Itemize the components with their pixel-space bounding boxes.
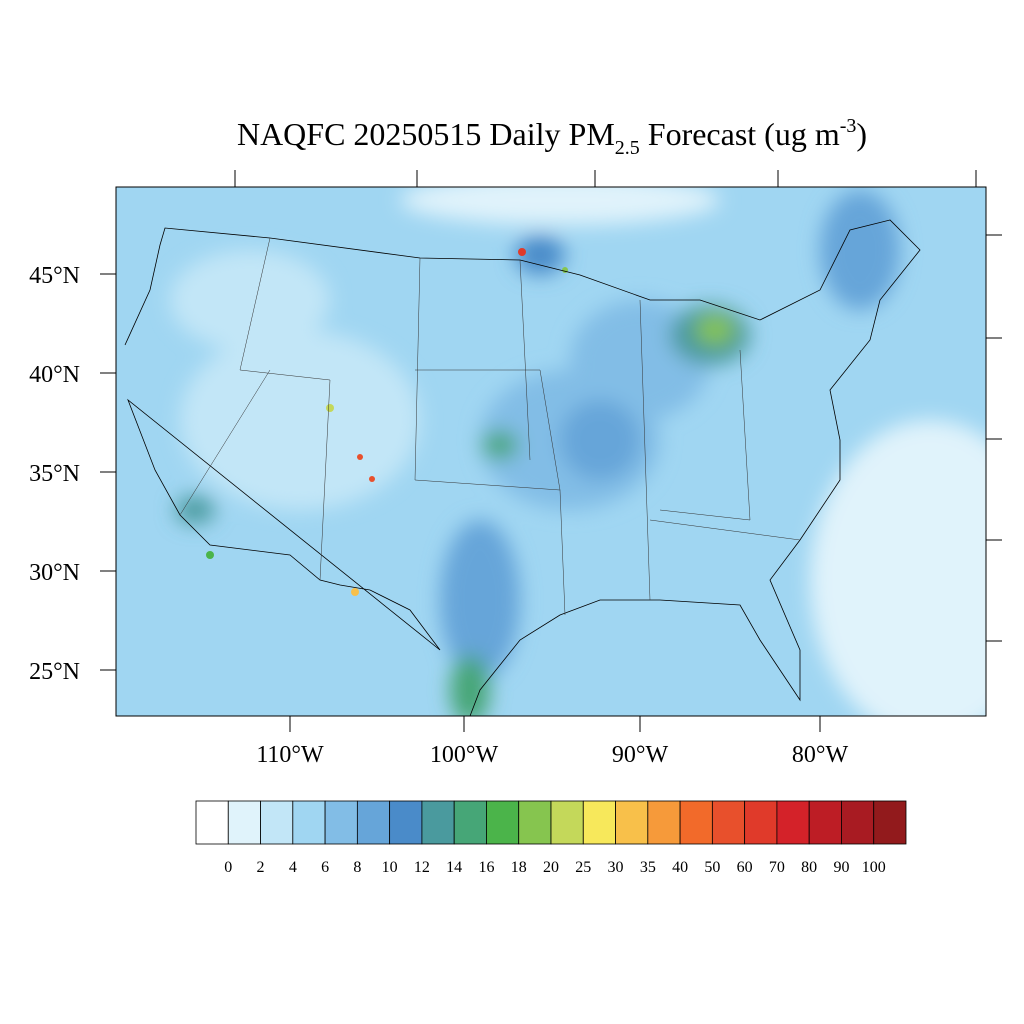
colorbar-label: 18 bbox=[511, 859, 527, 876]
colorbar-box bbox=[227, 800, 261, 845]
lon-label: 90°W bbox=[612, 742, 669, 768]
colorbar-label: 70 bbox=[769, 859, 785, 876]
title-mid: Forecast (ug m bbox=[640, 116, 840, 152]
colorbar-box bbox=[292, 800, 326, 845]
colorbar-label: 6 bbox=[321, 859, 329, 876]
map-frame bbox=[115, 186, 987, 717]
lat-label: 30°N bbox=[29, 560, 80, 586]
colorbar-box bbox=[776, 800, 810, 845]
colorbar-box bbox=[453, 800, 487, 845]
colorbar-box bbox=[324, 800, 358, 845]
title-end: ) bbox=[856, 116, 867, 152]
map-field bbox=[116, 187, 986, 716]
colorbar-label: 2 bbox=[257, 859, 265, 876]
colorbar-box bbox=[582, 800, 616, 845]
frame-ticks bbox=[100, 170, 1002, 732]
lon-label: 100°W bbox=[430, 742, 499, 768]
lat-label: 25°N bbox=[29, 659, 80, 685]
colorbar-label: 0 bbox=[224, 859, 232, 876]
colorbar-label: 35 bbox=[640, 859, 656, 876]
title: NAQFC 20250515 Daily PM2.5 Forecast (ug … bbox=[237, 115, 867, 159]
colorbar-label: 10 bbox=[382, 859, 398, 876]
colorbar-box bbox=[260, 800, 294, 845]
concentration-blobs bbox=[170, 187, 986, 716]
colorbar-box bbox=[356, 800, 391, 845]
colorbar-label: 25 bbox=[575, 859, 591, 876]
colorbar-label: 14 bbox=[446, 859, 462, 876]
colorbar-box bbox=[873, 800, 907, 845]
coastline bbox=[124, 219, 921, 716]
colorbar-label: 20 bbox=[543, 859, 559, 876]
colorbar-box bbox=[615, 800, 649, 845]
colorbar-box bbox=[711, 800, 746, 845]
colorbar-box bbox=[679, 800, 713, 845]
colorbar-label: 90 bbox=[833, 859, 849, 876]
lat-label: 45°N bbox=[29, 263, 80, 289]
lat-label: 35°N bbox=[29, 461, 80, 487]
colorbar-label: 12 bbox=[414, 859, 430, 876]
colorbar-label: 80 bbox=[801, 859, 817, 876]
colorbar-box bbox=[808, 800, 842, 845]
title-sub: 2.5 bbox=[615, 137, 640, 159]
colorbar-label: 40 bbox=[672, 859, 688, 876]
lon-label: 110°W bbox=[256, 742, 324, 768]
colorbar-label: 30 bbox=[608, 859, 624, 876]
title-main: NAQFC 20250515 Daily PM bbox=[237, 116, 615, 152]
colorbar-box bbox=[647, 800, 681, 845]
colorbar-label: 8 bbox=[353, 859, 361, 876]
colorbar-label: 16 bbox=[478, 859, 494, 876]
lon-label: 80°W bbox=[792, 742, 849, 768]
colorbar-box bbox=[744, 800, 778, 845]
colorbar-box bbox=[421, 800, 455, 845]
colorbar-box bbox=[389, 800, 423, 845]
colorbar-label: 4 bbox=[289, 859, 297, 876]
colorbar-label: 50 bbox=[704, 859, 720, 876]
colorbar-label: 100 bbox=[862, 859, 886, 876]
colorbar-box bbox=[195, 800, 229, 845]
colorbar-label: 60 bbox=[737, 859, 753, 876]
colorbar-box bbox=[841, 800, 875, 845]
colorbar-box bbox=[550, 800, 584, 845]
colorbar-box bbox=[486, 800, 520, 845]
lat-label: 40°N bbox=[29, 362, 80, 388]
state-borders bbox=[179, 237, 801, 616]
colorbar-box bbox=[518, 800, 552, 845]
title-sup: -3 bbox=[840, 115, 857, 137]
